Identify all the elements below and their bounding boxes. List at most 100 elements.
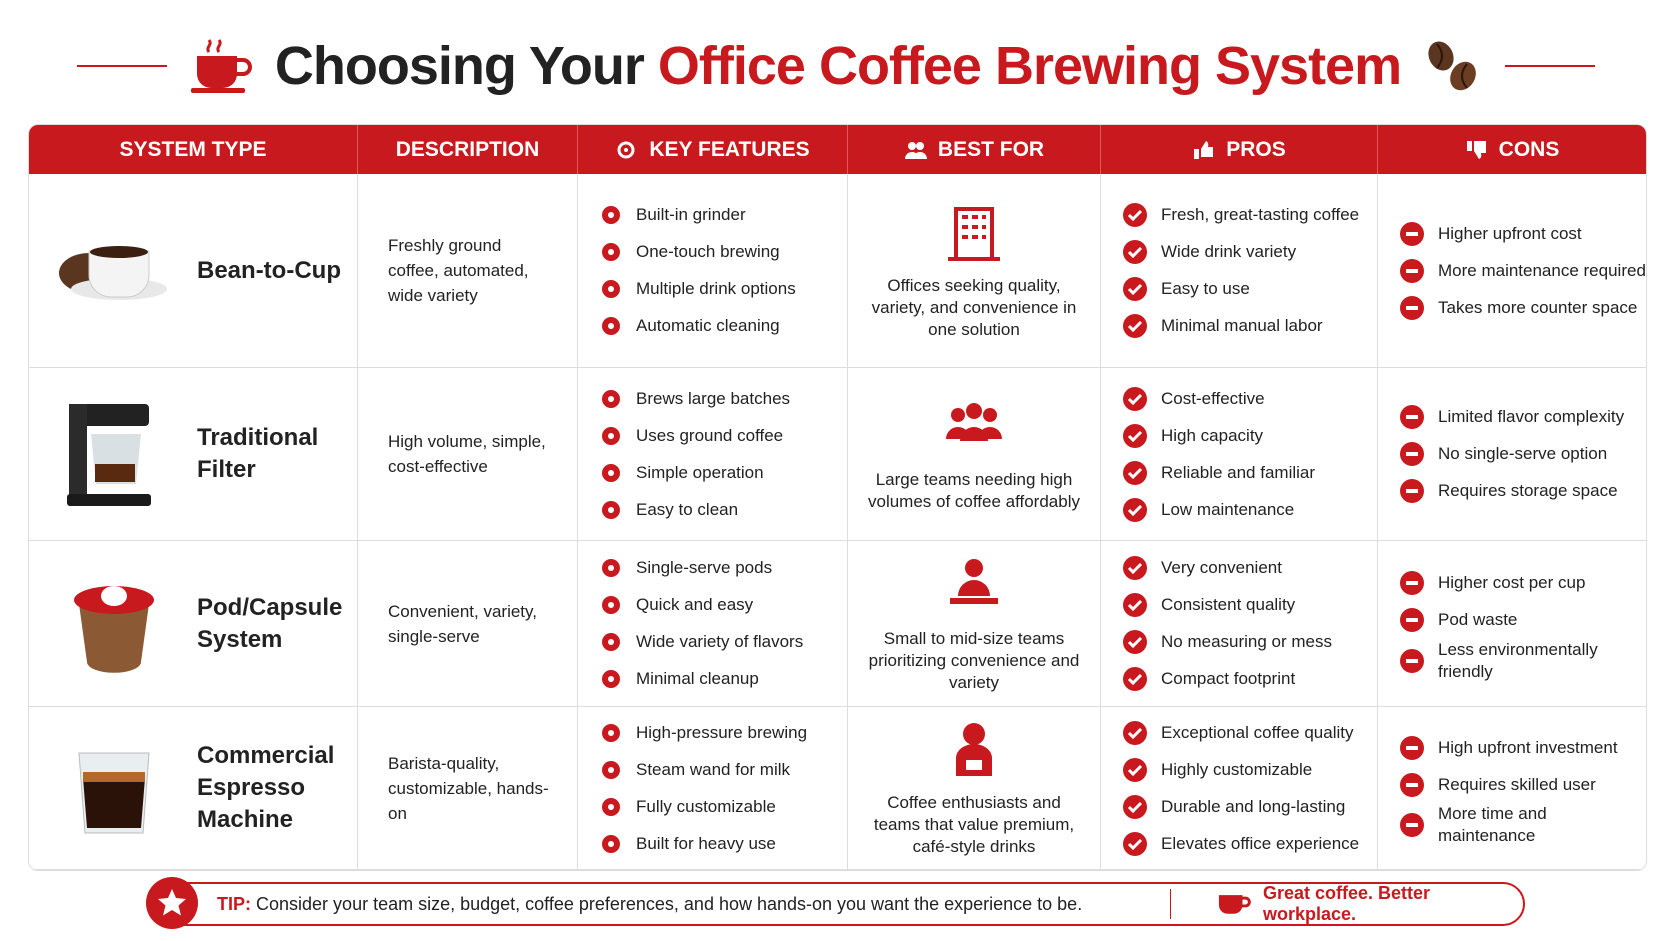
con-icon [1400, 221, 1424, 246]
pro-icon [1123, 240, 1147, 264]
header-icon-svg [617, 141, 635, 158]
pro-cell: Fresh, great-tasting coffee Wide drink va… [1101, 174, 1378, 368]
con-icon [1400, 442, 1424, 466]
feature-cell: Built-in grinder One-touch brewing Multipl… [578, 174, 848, 368]
slogan: Great coffee. Better workplace. [1262, 883, 1431, 924]
con-icon-svg [1400, 479, 1424, 503]
pro-cell: Exceptional coffee quality Highly customi… [1101, 707, 1378, 870]
con-item: Higher cost per cup [1400, 565, 1585, 602]
feature-item: Automatic cleaning [600, 308, 780, 345]
feature-icon-svg [602, 389, 620, 408]
pro-item: High capacity [1123, 417, 1263, 454]
con-item: Pod waste [1400, 602, 1517, 639]
feature-cell: Single-serve pods Quick and easy Wide vari… [578, 541, 848, 707]
description-cell: Convenient, variety, single-serve [358, 541, 578, 707]
feature-icon-svg [602, 834, 620, 853]
star-icon [146, 877, 198, 929]
pro-item: Easy to use [1123, 271, 1250, 308]
system-name: Traditional Filter [197, 424, 319, 483]
pro-icon [1123, 497, 1147, 522]
feature-item: Quick and easy [600, 587, 753, 624]
pro-text: Wide drink variety [1161, 242, 1297, 261]
con-icon [1400, 648, 1424, 673]
pro-item: Consistent quality [1123, 587, 1295, 624]
pro-item: Low maintenance [1123, 491, 1294, 528]
best-for-icon-svg [948, 206, 1000, 261]
title-highlight: Office Coffee Brewing System [657, 36, 1402, 96]
pro-text: No measuring or mess [1161, 632, 1333, 651]
con-icon [1400, 813, 1424, 837]
con-icon-svg [1400, 813, 1424, 837]
pro-icon [1123, 667, 1147, 691]
feature-item: Fully customizable [600, 788, 776, 825]
feature-icon-svg [602, 760, 620, 779]
best-for-icon-svg [950, 558, 998, 604]
column-header-text: PROS [1226, 137, 1286, 161]
pro-text: Highly customizable [1161, 759, 1313, 779]
pro-icon [1123, 203, 1147, 227]
pro-text: Elevates office experience [1161, 833, 1360, 853]
pro-item: Very convenient [1123, 550, 1282, 587]
rule [76, 65, 167, 67]
system-type-cell: Commercial Espresso Machine [29, 707, 358, 870]
best-for-icon [942, 718, 1006, 780]
pro-text: Very convenient [1161, 558, 1282, 577]
con-text: High upfront investment [1438, 737, 1618, 757]
pro-item: Compact footprint [1123, 661, 1295, 698]
feature-text: Built-in grinder [636, 205, 746, 224]
title-part: Choosing Your [274, 36, 645, 96]
pro-text: Fresh, great-tasting coffee [1161, 205, 1360, 224]
title: Choosing Your Office Coffee Brewing Syst… [274, 35, 1402, 97]
header-icon-svg [904, 141, 927, 159]
tip-label: TIP: [217, 893, 251, 914]
description: Freshly ground coffee, automated, wide v… [388, 236, 529, 305]
con-item: No single-serve option [1400, 436, 1607, 473]
description: High volume, simple, cost-effective [388, 432, 546, 476]
con-icon [1400, 772, 1424, 797]
pro-text: Reliable and familiar [1161, 462, 1316, 482]
feature-cell: Brews large batches Uses ground coffee Sim… [578, 368, 848, 541]
con-item: Higher upfront cost [1400, 215, 1582, 252]
feature-text: Single-serve pods [636, 558, 773, 577]
rule [1505, 65, 1596, 67]
product-image-svg [67, 404, 151, 506]
feature-icon-svg [602, 596, 620, 614]
header-icon [1192, 139, 1216, 161]
con-icon [1400, 479, 1424, 503]
pro-icon [1123, 720, 1147, 745]
header-icon-svg [1194, 140, 1214, 159]
con-text: Limited flavor complexity [1438, 407, 1625, 426]
con-icon [1400, 571, 1424, 595]
best-for-icon [942, 554, 1006, 616]
pro-icon-svg [1123, 460, 1147, 485]
feature-text: Quick and easy [636, 595, 754, 614]
separator [1169, 889, 1171, 919]
pro-item: Reliable and familiar [1123, 454, 1315, 491]
pro-text: Cost-effective [1161, 388, 1265, 408]
con-icon [1400, 405, 1424, 429]
feature-icon [600, 241, 622, 263]
column-header: PROS [1101, 125, 1378, 174]
feature-icon-svg [602, 426, 620, 445]
pro-icon-svg [1123, 386, 1147, 411]
description: Barista-quality, customizable, hands-on [388, 753, 549, 823]
feature-icon-svg [602, 317, 620, 335]
feature-item: Brews large batches [600, 380, 790, 417]
con-icon [1400, 258, 1424, 283]
system-name: Bean-to-Cup [197, 256, 341, 284]
column-header: BEST FOR [848, 125, 1101, 174]
system-type-cell: Pod/Capsule System [29, 541, 358, 707]
con-text: No single-serve option [1438, 444, 1608, 463]
best-for-text: Small to mid-size teams prioritizing con… [868, 628, 1080, 692]
feature-text: Wide variety of flavors [636, 632, 804, 651]
pro-icon-svg [1123, 667, 1147, 691]
product-image [49, 728, 179, 848]
feature-text: Simple operation [636, 462, 764, 482]
pro-icon-svg [1123, 556, 1147, 580]
feature-text: One-touch brewing [636, 242, 780, 261]
con-icon [1400, 735, 1424, 760]
feature-icon [600, 759, 622, 781]
con-text: Requires skilled user [1438, 774, 1596, 794]
con-icon [1400, 608, 1424, 632]
feature-icon-svg [602, 206, 620, 224]
